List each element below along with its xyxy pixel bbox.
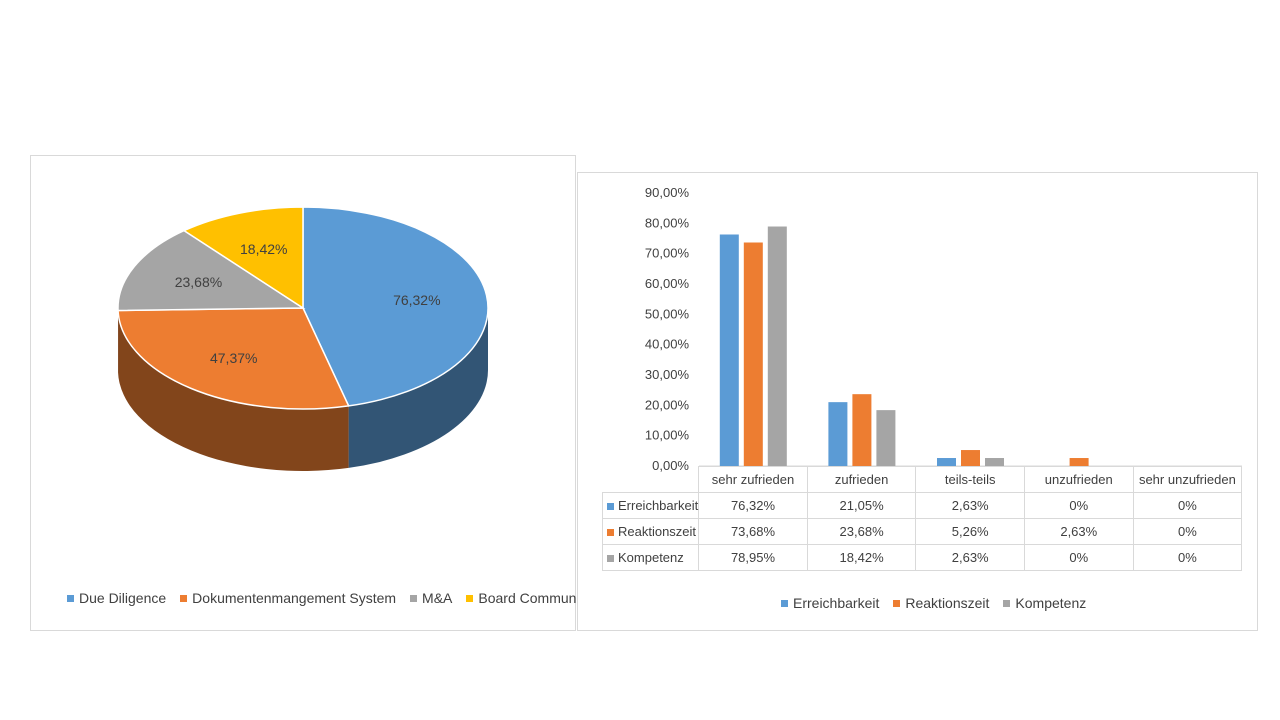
- legend-label: Dokumentenmangement System: [192, 590, 397, 606]
- series-name: Kompetenz: [618, 550, 684, 565]
- legend-item-due-diligence: Due Diligence: [67, 590, 166, 606]
- legend-swatch: [781, 599, 788, 607]
- category-header: teils-teils: [915, 466, 1025, 493]
- bar: [767, 226, 787, 466]
- bar: [985, 458, 1004, 466]
- bar-legend: Erreichbarkeit Reaktionszeit Kompetenz: [781, 595, 1086, 611]
- bar: [743, 242, 763, 466]
- y-axis-ticks: 0,00% 10,00% 20,00% 30,00% 40,00% 50,00% 60,00…: [645, 185, 690, 473]
- category-header: sehr unzufrieden: [1132, 466, 1243, 493]
- bar: [1069, 458, 1089, 466]
- pie-slices: [117, 206, 489, 410]
- category-header: sehr zufrieden: [698, 466, 808, 493]
- legend-label: Reaktionszeit: [905, 595, 990, 611]
- data-table: sehr zufrieden zufrieden teils-teils unz…: [601, 466, 1243, 571]
- legend-swatch: [607, 555, 614, 562]
- pie-legend: Due Diligence Dokumentenmangement System…: [67, 590, 617, 606]
- data-cell: 18,42%: [806, 544, 917, 571]
- bar-series: [719, 226, 1089, 466]
- legend-swatch: [180, 594, 188, 602]
- pie-slice: [117, 229, 306, 312]
- pie-data-labels: 76,32% 47,37% 23,68% 18,42%: [175, 241, 441, 366]
- data-cell: 21,05%: [806, 492, 917, 519]
- bar: [937, 458, 956, 466]
- pie-data-label: 18,42%: [240, 241, 287, 257]
- y-tick-label: 80,00%: [645, 215, 690, 230]
- data-table-header-row: sehr zufrieden zufrieden teils-teils unz…: [603, 466, 1243, 493]
- pie-slice: [117, 307, 350, 410]
- data-cell: 2,63%: [1023, 518, 1134, 545]
- data-table-row: Kompetenz 78,95% 18,42% 2,63% 0% 0%: [601, 544, 1243, 571]
- legend-item-dokumentenmanagement: Dokumentenmangement System: [180, 590, 396, 606]
- bar: [828, 402, 848, 466]
- series-name: Erreichbarkeit: [618, 498, 699, 513]
- pie-slice: [302, 206, 489, 407]
- pie-data-label: 47,37%: [210, 350, 257, 366]
- series-header: Kompetenz: [601, 544, 700, 571]
- data-cell: 73,68%: [698, 518, 808, 545]
- bar-chart-panel: 0,00% 10,00% 20,00% 30,00% 40,00% 50,00% 60,00…: [577, 172, 1258, 631]
- data-cell: 23,68%: [806, 518, 917, 545]
- legend-swatch: [607, 503, 614, 510]
- data-cell: 2,63%: [915, 492, 1025, 519]
- legend-item-reaktionszeit: Reaktionszeit: [893, 595, 989, 611]
- data-cell: 0%: [1132, 518, 1243, 545]
- category-header: zufrieden: [806, 466, 917, 493]
- legend-item-erreichbarkeit: Erreichbarkeit: [781, 595, 879, 611]
- pie-side-wall: [118, 310, 349, 472]
- data-cell: 0%: [1132, 544, 1243, 571]
- data-table-corner: [603, 467, 699, 493]
- y-tick-label: 60,00%: [645, 276, 690, 291]
- bar: [719, 234, 739, 466]
- y-tick-label: 70,00%: [645, 246, 690, 261]
- category-header: unzufrieden: [1023, 466, 1134, 493]
- pie-slice: [182, 206, 304, 310]
- pie-data-label: 23,68%: [175, 274, 222, 290]
- pie-side-wall: [348, 308, 489, 468]
- y-tick-label: 40,00%: [645, 337, 690, 352]
- data-cell: 0%: [1023, 492, 1134, 519]
- series-header: Reaktionszeit: [601, 518, 700, 545]
- legend-swatch: [607, 529, 614, 536]
- pie-data-label: 76,32%: [393, 292, 440, 308]
- y-tick-label: 20,00%: [645, 397, 690, 412]
- bar-chart: 0,00% 10,00% 20,00% 30,00% 40,00% 50,00% 60,00…: [645, 185, 1242, 473]
- pie-chart-panel: 76,32% 47,37% 23,68% 18,42% Due Diligence D…: [30, 155, 617, 631]
- bar: [852, 394, 872, 466]
- legend-label: M&A: [422, 590, 453, 606]
- legend-item-kompetenz: Kompetenz: [1003, 595, 1086, 611]
- pie-chart: 76,32% 47,37% 23,68% 18,42%: [117, 206, 489, 472]
- legend-swatch: [67, 594, 74, 602]
- data-cell: 2,63%: [915, 544, 1025, 571]
- data-cell: 0%: [1132, 492, 1243, 519]
- y-tick-label: 50,00%: [645, 306, 690, 321]
- legend-label: Due Diligence: [79, 590, 167, 606]
- bar: [876, 410, 896, 466]
- legend-label: Erreichbarkeit: [793, 595, 880, 611]
- y-tick-label: 30,00%: [645, 367, 690, 382]
- legend-item-m-and-a: M&A: [410, 590, 452, 606]
- series-name: Reaktionszeit: [618, 524, 697, 539]
- data-cell: 5,26%: [915, 518, 1025, 545]
- y-tick-label: 10,00%: [645, 428, 690, 443]
- legend-swatch: [1003, 599, 1011, 607]
- data-cell: 78,95%: [698, 544, 808, 571]
- data-cell: 76,32%: [698, 492, 808, 519]
- legend-swatch: [466, 594, 474, 602]
- series-header: Erreichbarkeit: [601, 492, 700, 519]
- pie-side-walls: [118, 308, 489, 472]
- data-cell: 0%: [1023, 544, 1134, 571]
- legend-label: Kompetenz: [1015, 595, 1087, 611]
- data-table-row: Erreichbarkeit 76,32% 21,05% 2,63% 0% 0%: [601, 492, 1243, 519]
- legend-swatch: [410, 594, 418, 602]
- data-table-row: Reaktionszeit 73,68% 23,68% 5,26% 2,63% …: [601, 518, 1243, 545]
- bar: [961, 450, 980, 466]
- y-tick-label: 0,00%: [652, 458, 689, 473]
- y-tick-label: 90,00%: [645, 185, 690, 200]
- legend-swatch: [893, 599, 901, 607]
